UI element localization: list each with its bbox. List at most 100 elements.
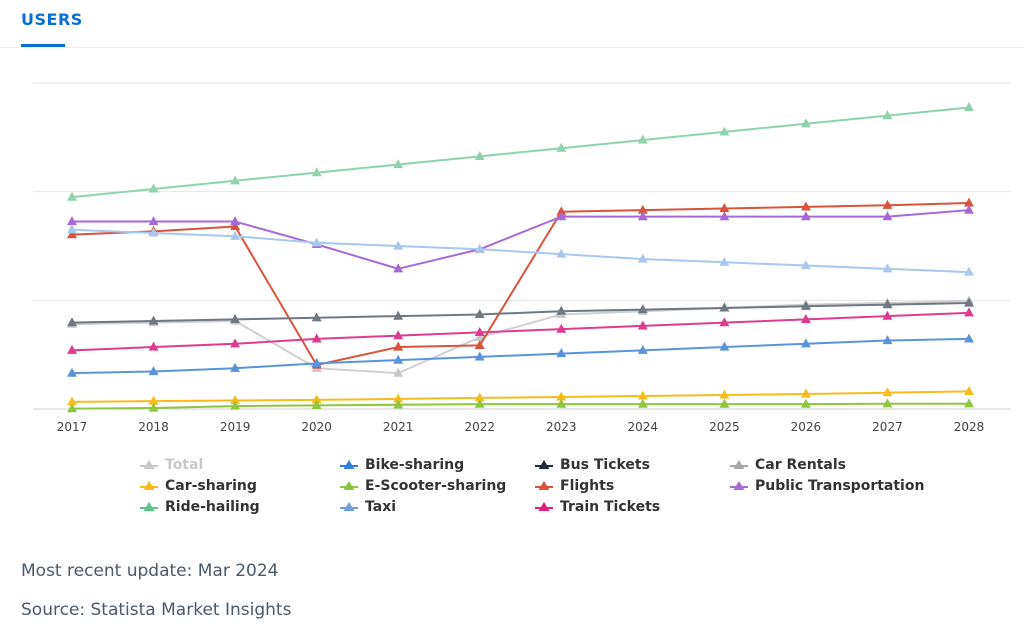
legend-label: Taxi [365, 499, 397, 515]
x-tick-label: 2022 [464, 420, 495, 434]
data-point-car-sharing [148, 395, 159, 405]
x-tick-label: 2017 [57, 420, 88, 434]
data-point-bus-tickets [67, 317, 77, 327]
update-note: Most recent update: Mar 2024 [21, 561, 279, 581]
data-point-public-transportation [556, 211, 567, 221]
data-point-e-scooter-sharing [474, 398, 485, 408]
x-tick-label: 2028 [954, 420, 985, 434]
data-point-public-transportation [67, 216, 77, 226]
data-point-public-transportation [719, 211, 730, 221]
legend-item-car-sharing[interactable]: Car-sharing [140, 478, 257, 494]
x-tick-label: 2021 [383, 420, 414, 434]
data-point-bike-sharing [67, 367, 77, 377]
data-point-bus-tickets [393, 310, 404, 320]
legend-label: E-Scooter-sharing [365, 478, 507, 494]
data-point-car-sharing [556, 391, 567, 401]
data-point-train-tickets [556, 323, 567, 333]
data-point-train-tickets [474, 326, 485, 336]
data-point-car-sharing [311, 394, 322, 404]
legend-marker-icon [340, 479, 358, 493]
data-point-e-scooter-sharing [800, 398, 811, 408]
data-point-taxi [719, 256, 730, 266]
x-tick-label: 2025 [709, 420, 740, 434]
data-point-ride-hailing [964, 102, 974, 112]
data-point-bike-sharing [148, 366, 159, 376]
data-point-train-tickets [67, 344, 77, 354]
legend-marker-icon [730, 479, 748, 493]
data-point-bike-sharing [474, 351, 485, 361]
data-point-train-tickets [148, 341, 159, 351]
data-point-flights [67, 229, 77, 239]
data-point-ride-hailing [67, 191, 77, 201]
series-line-train-tickets [71, 311, 970, 352]
data-point-flights [556, 206, 567, 216]
data-point-bike-sharing [800, 338, 811, 348]
data-point-bike-sharing [556, 348, 567, 358]
data-point-e-scooter-sharing [637, 398, 648, 408]
data-point-taxi [800, 260, 811, 270]
legend-item-train-tickets[interactable]: Train Tickets [535, 499, 660, 515]
legend-item-ride-hailing[interactable]: Ride-hailing [140, 499, 260, 515]
legend-item-e-scooter-sharing[interactable]: E-Scooter-sharing [340, 478, 506, 494]
data-point-e-scooter-sharing [393, 399, 404, 409]
legend-marker-icon [730, 458, 748, 472]
data-point-train-tickets [230, 338, 241, 348]
data-point-public-transportation [393, 263, 404, 273]
data-point-bus-tickets [148, 315, 159, 325]
series-line-bus-tickets [71, 302, 970, 324]
data-point-flights [393, 341, 404, 351]
series-line-bike-sharing [71, 337, 970, 375]
data-point-taxi [230, 230, 241, 240]
tab-users[interactable]: USERS [21, 10, 83, 29]
data-point-ride-hailing [311, 167, 322, 177]
legend-marker-icon [140, 479, 158, 493]
legend-item-total[interactable]: Total [140, 457, 203, 473]
data-point-ride-hailing [230, 175, 241, 185]
legend-label: Train Tickets [560, 499, 661, 515]
legend-marker-icon [535, 500, 553, 514]
data-point-bus-tickets [637, 304, 648, 314]
legend-item-flights[interactable]: Flights [535, 478, 614, 494]
data-point-car-sharing [719, 389, 730, 399]
legend-item-taxi[interactable]: Taxi [340, 499, 396, 515]
data-point-car-sharing [882, 387, 893, 397]
series-line-taxi [71, 228, 970, 274]
x-tick-label: 2027 [872, 420, 903, 434]
legend-marker-icon [535, 479, 553, 493]
data-point-train-tickets [800, 313, 811, 323]
data-point-car-sharing [474, 392, 485, 402]
x-tick-label: 2020 [301, 420, 332, 434]
data-point-taxi [393, 240, 404, 250]
data-point-bike-sharing [882, 335, 893, 345]
data-point-car-sharing [637, 390, 648, 400]
data-point-bike-sharing [637, 344, 648, 354]
legend-label: Bike-sharing [365, 457, 465, 473]
data-point-flights [719, 203, 730, 213]
legend-marker-icon [140, 458, 158, 472]
data-point-taxi [882, 263, 893, 273]
legend-item-bike-sharing[interactable]: Bike-sharing [340, 457, 464, 473]
series-line-total [71, 299, 970, 375]
data-point-e-scooter-sharing [556, 398, 567, 408]
data-point-ride-hailing [474, 150, 485, 160]
data-point-flights [882, 199, 893, 209]
x-tick-label: 2026 [791, 420, 822, 434]
legend-marker-icon [340, 500, 358, 514]
data-point-public-transportation [882, 211, 893, 221]
tab-divider [0, 47, 1024, 48]
data-point-car-sharing [67, 396, 77, 406]
data-point-public-transportation [148, 216, 159, 226]
data-point-car-sharing [230, 395, 241, 405]
legend-marker-icon [535, 458, 553, 472]
legend-item-car-rentals[interactable]: Car Rentals [730, 457, 846, 473]
data-point-train-tickets [637, 320, 648, 330]
data-point-taxi [637, 253, 648, 263]
data-point-public-transportation [230, 216, 241, 226]
data-point-taxi [964, 266, 974, 276]
series-line-flights [71, 201, 970, 366]
legend-label: Public Transportation [755, 478, 925, 494]
legend-item-public-transportation[interactable]: Public Transportation [730, 478, 924, 494]
data-point-bus-tickets [556, 305, 567, 315]
data-point-flights [474, 340, 485, 350]
legend-item-bus-tickets[interactable]: Bus Tickets [535, 457, 650, 473]
